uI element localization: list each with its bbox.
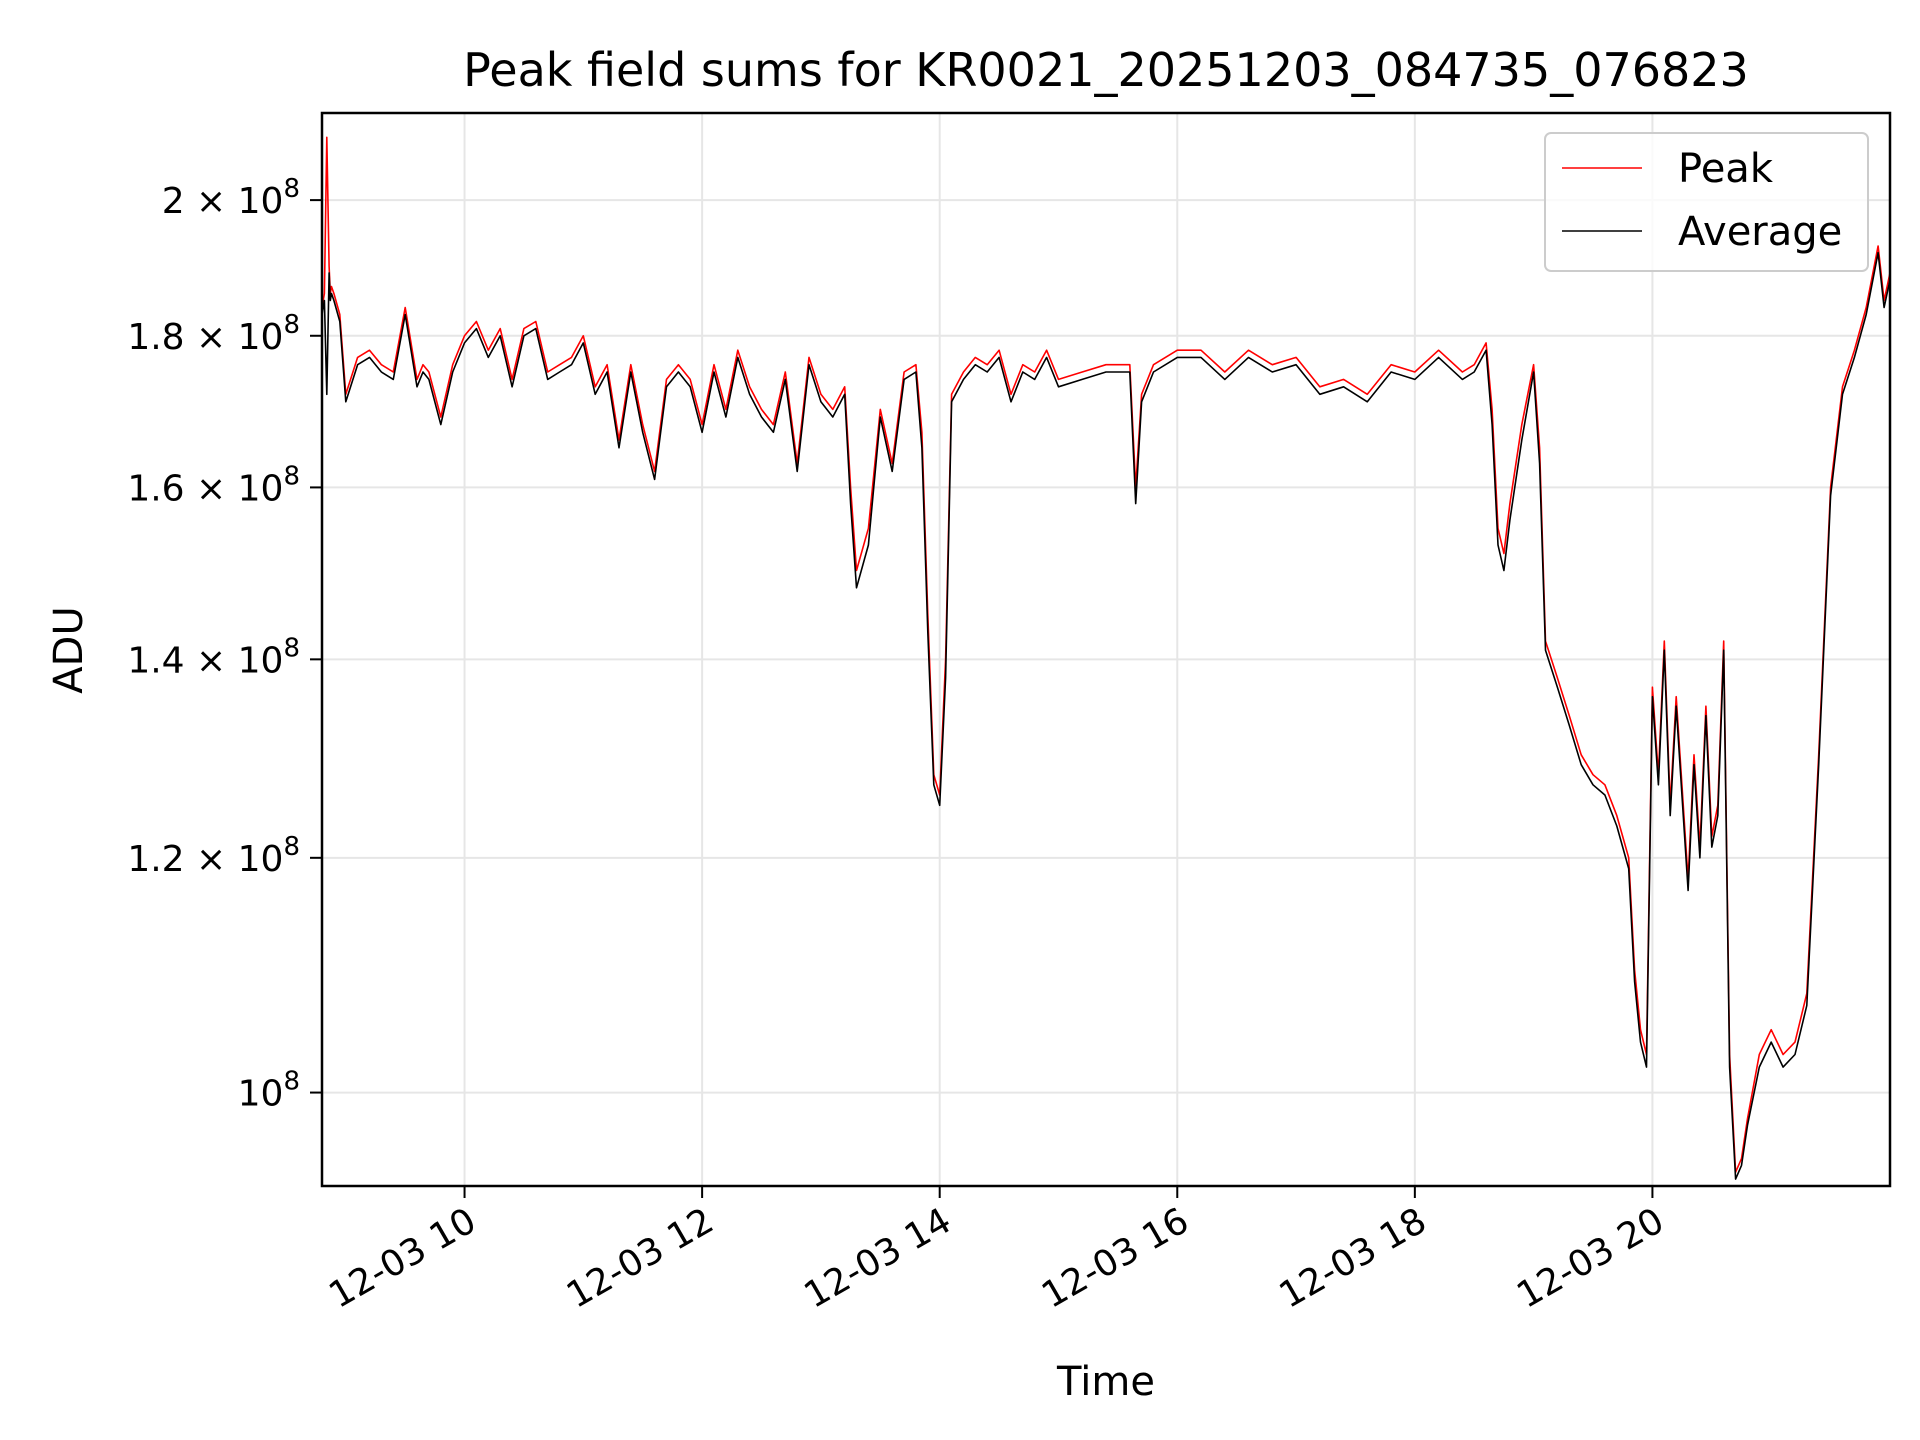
legend-label-average: Average xyxy=(1678,209,1842,255)
legend: Peak Average xyxy=(1544,132,1869,272)
y-tick-label-exponent: 8 xyxy=(283,832,300,862)
y-tick-label: 1.6 × 108 xyxy=(127,461,300,509)
series-lines xyxy=(321,136,1891,1180)
y-tick-label-base: 2 × 10 xyxy=(162,181,284,222)
grid xyxy=(322,113,1890,1186)
y-tick-label-base: 10 xyxy=(238,1074,284,1115)
chart-title: Peak field sums for KR0021_20251203_0847… xyxy=(463,43,1749,97)
y-tick-label-base: 1.4 × 10 xyxy=(127,640,283,681)
y-tick-label-exponent: 8 xyxy=(283,633,300,663)
y-tick-label-exponent: 8 xyxy=(283,174,300,204)
y-tick-label-base: 1.2 × 10 xyxy=(127,839,283,880)
y-tick-label: 1.8 × 108 xyxy=(127,310,300,358)
x-axis-label: Time xyxy=(1056,1359,1155,1405)
y-tick-label: 108 xyxy=(238,1067,300,1115)
y-tick-label-base: 1.6 × 10 xyxy=(127,468,283,509)
y-tick-label-exponent: 8 xyxy=(283,461,300,491)
legend-label-peak: Peak xyxy=(1678,146,1774,192)
y-tick-label-base: 1.8 × 10 xyxy=(127,317,283,358)
y-axis-label: ADU xyxy=(46,606,92,693)
y-tick-label: 1.4 × 108 xyxy=(127,633,300,681)
series-line-average xyxy=(321,251,1891,1180)
y-tick-label: 1.2 × 108 xyxy=(127,832,300,880)
y-tick-label-exponent: 8 xyxy=(283,310,300,340)
y-tick-label-exponent: 8 xyxy=(283,1067,300,1097)
y-tick-label: 2 × 108 xyxy=(162,174,300,222)
plot-area-frame xyxy=(320,111,1892,1188)
